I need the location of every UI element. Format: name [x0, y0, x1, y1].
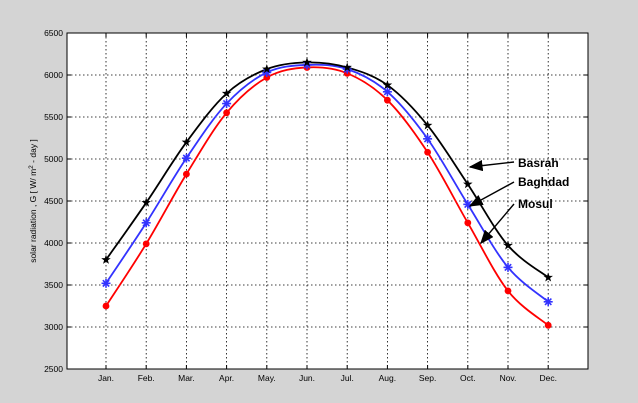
- data-point-baghdad: [543, 297, 553, 307]
- data-point-baghdad: [101, 278, 111, 288]
- y-tick-label: 4500: [44, 196, 63, 206]
- x-tick-label: Jan.: [98, 373, 114, 383]
- series-line-baghdad: [105, 63, 549, 303]
- y-tick-label: 2500: [44, 364, 63, 374]
- x-tick-label: Apr.: [219, 373, 234, 383]
- data-point-baghdad: [222, 99, 232, 109]
- data-point-basrah: [422, 120, 433, 130]
- data-point-baghdad: [463, 199, 473, 209]
- data-point-baghdad: [141, 218, 151, 228]
- series-lines: [105, 61, 549, 327]
- x-tick-label: Nov.: [500, 373, 517, 383]
- x-tick-label: Sep.: [419, 373, 437, 383]
- x-tick-label: Oct.: [460, 373, 476, 383]
- data-point-mosul: [223, 109, 231, 117]
- x-tick-label: Dec.: [539, 373, 556, 383]
- data-point-mosul: [183, 170, 190, 178]
- annotation-label-basrah: Basrah: [518, 156, 559, 170]
- y-axis-label-end: - day ]: [28, 139, 38, 165]
- y-tick-label: 5500: [44, 112, 63, 122]
- data-point-baghdad: [503, 262, 513, 272]
- data-point-basrah: [503, 240, 513, 250]
- data-point-mosul: [263, 74, 271, 81]
- data-point-mosul: [102, 302, 110, 310]
- data-point-mosul: [504, 287, 512, 295]
- data-point-basrah: [463, 179, 473, 189]
- y-tick-label: 3000: [44, 322, 63, 332]
- data-point-basrah: [302, 57, 312, 67]
- data-point-basrah: [141, 197, 151, 207]
- data-point-basrah: [181, 137, 192, 147]
- y-tick-label: 3500: [44, 280, 63, 290]
- data-point-baghdad: [423, 134, 433, 144]
- y-tick-label: 6500: [44, 28, 63, 38]
- y-tick-label: 6000: [44, 70, 63, 80]
- x-tick-label: Jul.: [341, 373, 354, 383]
- x-tick-label: Feb.: [138, 373, 155, 383]
- data-point-basrah: [262, 64, 272, 74]
- data-point-baghdad: [382, 87, 392, 97]
- x-tick-label: Aug.: [379, 373, 397, 383]
- data-point-baghdad: [181, 153, 191, 163]
- y-axis-label-main: solar radiation , G [ W/ m: [28, 169, 38, 263]
- x-tick-label: Mar.: [178, 373, 195, 383]
- data-point-basrah: [221, 88, 232, 98]
- data-point-basrah: [382, 80, 393, 90]
- y-axis-label-superscript: 2: [28, 165, 35, 169]
- data-point-basrah: [101, 254, 111, 264]
- y-axis-label: solar radiation , G [ W/ m2 - day ]: [28, 139, 38, 263]
- x-tick-label: May.: [258, 373, 276, 383]
- x-tick-label: Jun.: [299, 373, 315, 383]
- data-point-mosul: [142, 240, 150, 248]
- annotation-arrow-basrah: [468, 160, 515, 172]
- annotation-arrow-mosul: [480, 203, 515, 245]
- annotation-label-mosul: Mosul: [518, 197, 553, 211]
- series-line-mosul: [105, 66, 549, 327]
- annotations: Basrah Baghdad Mosul: [468, 156, 569, 245]
- data-point-basrah: [543, 272, 553, 282]
- series-markers: [101, 57, 553, 329]
- series-line-basrah: [105, 61, 549, 279]
- grid: [67, 33, 588, 369]
- y-tick-label: 5000: [44, 154, 63, 164]
- data-point-mosul: [464, 219, 472, 227]
- annotation-arrow-baghdad: [468, 181, 515, 207]
- y-tick-label: 4000: [44, 238, 63, 248]
- data-point-basrah: [342, 62, 352, 72]
- data-point-mosul: [424, 148, 431, 156]
- ticks: Jan. Feb. Mar. Apr. May. Jun. Jul. Aug. Sep. Oct.…: [44, 28, 588, 383]
- annotation-label-baghdad: Baghdad: [518, 175, 569, 189]
- data-point-mosul: [544, 321, 552, 329]
- data-point-mosul: [384, 96, 391, 104]
